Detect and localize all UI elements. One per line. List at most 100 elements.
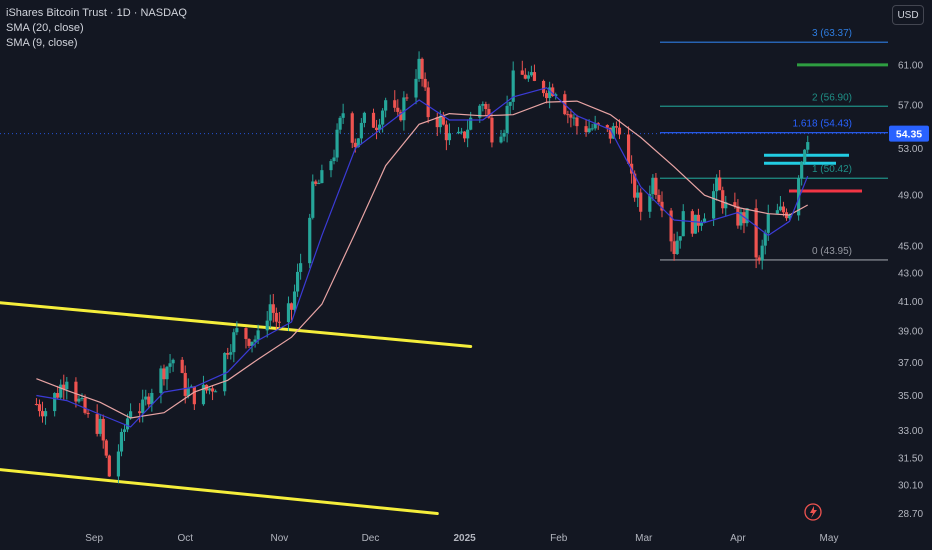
candle[interactable]	[338, 115, 342, 134]
candle[interactable]	[183, 365, 187, 404]
candle[interactable]	[806, 135, 810, 154]
price-axis[interactable]: 61.00 57.00 53.00 49.00 45.00 43.00 41.00 39.00…	[888, 0, 932, 550]
candle[interactable]	[529, 65, 534, 77]
symbol-title[interactable]: iShares Bitcoin Trust · 1D · NASDAQ	[6, 7, 187, 19]
candle[interactable]	[447, 123, 452, 146]
candle[interactable]	[171, 358, 175, 372]
candle[interactable]	[40, 401, 45, 423]
candle[interactable]	[423, 72, 427, 91]
candle[interactable]	[800, 160, 804, 186]
candle[interactable]	[657, 189, 661, 205]
candle[interactable]	[56, 385, 60, 400]
candle[interactable]	[435, 112, 439, 137]
candle[interactable]	[499, 130, 503, 144]
candle[interactable]	[651, 174, 655, 201]
candle[interactable]	[459, 127, 464, 135]
candle[interactable]	[396, 99, 400, 117]
candle[interactable]	[678, 236, 682, 249]
candle[interactable]	[487, 103, 491, 119]
candle[interactable]	[636, 185, 640, 208]
candle[interactable]	[201, 375, 206, 406]
candle[interactable]	[101, 414, 105, 449]
candle[interactable]	[362, 111, 366, 128]
candle[interactable]	[150, 388, 154, 412]
candle[interactable]	[95, 404, 99, 437]
candle[interactable]	[299, 253, 303, 280]
candle[interactable]	[80, 393, 84, 402]
candle[interactable]	[757, 255, 761, 265]
candle[interactable]	[572, 113, 576, 126]
candle[interactable]	[43, 408, 48, 425]
candle[interactable]	[626, 126, 631, 165]
candle[interactable]	[65, 376, 69, 400]
candle[interactable]	[590, 123, 594, 131]
candle[interactable]	[277, 312, 281, 328]
candle[interactable]	[192, 386, 196, 411]
time-axis[interactable]: Sep Oct Nov Dec 2025 Feb Mar Apr May	[0, 524, 932, 550]
candle[interactable]	[654, 172, 658, 200]
candle[interactable]	[341, 103, 345, 124]
candle[interactable]	[393, 90, 397, 112]
fib-extension[interactable]: 3 (63.37) 2 (56.90) 1.618 (54.43) 1 (50.42)…	[0, 28, 889, 261]
candle[interactable]	[83, 394, 87, 415]
candle[interactable]	[329, 159, 333, 178]
trendlines[interactable]	[0, 301, 473, 516]
candle[interactable]	[745, 208, 749, 227]
candle[interactable]	[311, 174, 315, 220]
candle[interactable]	[86, 409, 90, 418]
candle[interactable]	[566, 110, 570, 124]
candle[interactable]	[122, 424, 127, 442]
candle[interactable]	[374, 119, 379, 140]
candle[interactable]	[138, 403, 142, 423]
candle[interactable]	[235, 321, 239, 336]
candle[interactable]	[350, 111, 354, 149]
candle[interactable]	[523, 68, 527, 80]
candle[interactable]	[59, 379, 63, 400]
candle[interactable]	[520, 60, 524, 75]
candle[interactable]	[317, 179, 321, 185]
candle[interactable]	[37, 399, 42, 417]
candle[interactable]	[693, 214, 697, 234]
candle[interactable]	[359, 118, 363, 145]
candle[interactable]	[660, 191, 664, 218]
candle[interactable]	[781, 201, 786, 217]
candle[interactable]	[463, 131, 467, 143]
candle[interactable]	[180, 356, 184, 374]
candle[interactable]	[775, 203, 779, 215]
candle[interactable]	[295, 263, 300, 297]
candle[interactable]	[715, 174, 719, 201]
candle[interactable]	[675, 231, 679, 256]
candle[interactable]	[77, 395, 81, 404]
candle[interactable]	[760, 239, 764, 270]
candle[interactable]	[253, 335, 257, 348]
candle[interactable]	[696, 208, 701, 233]
candle[interactable]	[98, 413, 102, 437]
candle[interactable]	[332, 149, 336, 165]
candle[interactable]	[53, 392, 57, 417]
candle[interactable]	[335, 123, 339, 162]
candle[interactable]	[265, 311, 269, 338]
candle[interactable]	[569, 108, 573, 128]
candle[interactable]	[502, 129, 506, 142]
candle[interactable]	[34, 398, 39, 406]
candle[interactable]	[62, 374, 66, 400]
candle[interactable]	[119, 428, 124, 457]
candle[interactable]	[268, 294, 272, 328]
candle[interactable]	[617, 119, 622, 140]
candle[interactable]	[481, 101, 485, 112]
candle[interactable]	[639, 188, 643, 221]
candle[interactable]	[207, 387, 212, 395]
candle[interactable]	[289, 302, 294, 321]
candle[interactable]	[229, 344, 233, 360]
candle[interactable]	[371, 108, 376, 129]
candle[interactable]	[648, 185, 652, 218]
candle[interactable]	[399, 109, 403, 122]
candle[interactable]	[444, 120, 448, 151]
candle[interactable]	[168, 354, 172, 374]
candle[interactable]	[74, 377, 78, 408]
candle[interactable]	[162, 364, 166, 386]
candle[interactable]	[414, 69, 418, 105]
candle[interactable]	[584, 119, 588, 137]
candle[interactable]	[544, 90, 549, 104]
